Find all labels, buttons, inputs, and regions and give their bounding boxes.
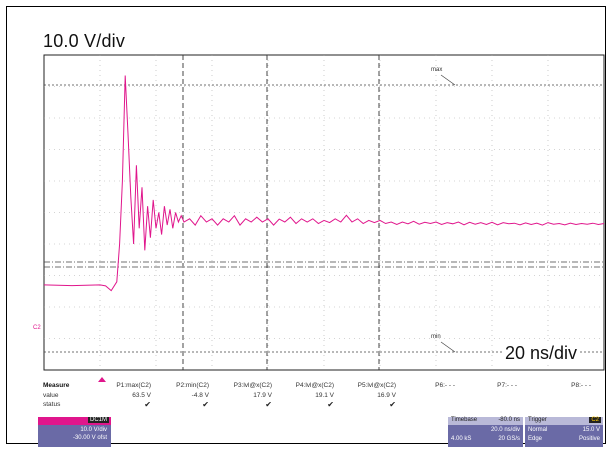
timebase-scale: 20.0 ns/div xyxy=(490,427,520,433)
timebase-samples: 4.00 kS xyxy=(451,436,472,442)
timebase-rate: 20 GS/s xyxy=(498,436,520,442)
measure-status-label: status xyxy=(43,401,61,408)
trigger-slope: Positive xyxy=(578,436,600,442)
param-name: P2:min(C2) xyxy=(176,382,209,389)
status-check-icon: ✔ xyxy=(327,400,334,409)
status-check-icon: ✔ xyxy=(389,400,396,409)
measure-param-p3[interactable]: P3:lvl@x(C2) 17.9 V ✔ xyxy=(227,381,272,409)
measure-param-p1[interactable]: P1:max(C2) 63.5 V ✔ xyxy=(111,381,151,409)
param-value: 19.1 V xyxy=(315,391,334,399)
coupling-tag: DC1M xyxy=(87,417,109,423)
param-name: P6:- - - xyxy=(435,382,455,389)
trigger-descriptor-box[interactable]: Trigger C2 Normal 15.0 V Edge Positive xyxy=(525,417,603,447)
min-label-leader xyxy=(440,341,456,353)
param-value: 17.9 V xyxy=(253,391,272,399)
status-check-icon: ✔ xyxy=(265,400,272,409)
channel-offset: -30.00 V ofst xyxy=(72,435,107,441)
channel-scale: 10.0 V/div xyxy=(80,427,107,433)
trigger-type: Edge xyxy=(528,436,543,442)
timebase-row-2: 4.00 kS 20 GS/s xyxy=(451,436,520,444)
measure-param-p4[interactable]: P4:lvl@x(C2) 19.1 V ✔ xyxy=(289,381,334,409)
volts-per-div-annotation: 10.0 V/div xyxy=(43,31,126,51)
param-name: P8:- - - xyxy=(571,382,591,389)
param-name: P4:lvl@x(C2) xyxy=(295,382,334,389)
measure-param-p2[interactable]: P2:min(C2) -4.8 V ✔ xyxy=(169,381,209,409)
waveform-plot xyxy=(43,54,605,382)
param-value: 63.5 V xyxy=(132,391,151,399)
measure-param-p8[interactable]: P8:- - - xyxy=(561,381,591,391)
measure-value-label: value xyxy=(43,391,59,399)
timebase-row-1: 20.0 ns/div xyxy=(451,427,520,435)
channel-descriptor-box[interactable]: DC1M 10.0 V/div -30.00 V ofst xyxy=(38,417,111,447)
trigger-channel-tag: C2 xyxy=(589,417,601,423)
time-per-div-annotation: 20 ns/div xyxy=(503,343,580,364)
trigger-title: Trigger xyxy=(528,417,547,423)
measure-row-labels: Measure value status xyxy=(43,381,69,410)
param-name: P1:max(C2) xyxy=(116,382,151,389)
trigger-row-1: Normal 15.0 V xyxy=(528,427,600,435)
figure-frame: 10.0 V/div max min C2 20 ns/div Measure … xyxy=(6,6,606,447)
min-cursor-label: min xyxy=(431,334,441,340)
status-check-icon: ✔ xyxy=(202,400,209,409)
measure-param-p7[interactable]: P7:- - - xyxy=(487,381,517,391)
param-name: P3:lvl@x(C2) xyxy=(233,382,272,389)
max-cursor-label: max xyxy=(431,67,443,73)
timebase-header: Timebase -80.0 ns xyxy=(448,417,523,425)
trigger-position-marker xyxy=(98,377,106,382)
trigger-level: 15.0 V xyxy=(582,427,600,433)
timebase-descriptor-box[interactable]: Timebase -80.0 ns 20.0 ns/div 4.00 kS 20… xyxy=(448,417,523,447)
channel-2-trace xyxy=(43,75,605,292)
oscilloscope-screen: max min C2 20 ns/div xyxy=(33,7,611,453)
max-label-leader xyxy=(440,74,456,86)
param-name: P5:lvl@x(C2) xyxy=(357,382,396,389)
trigger-header: Trigger C2 xyxy=(525,417,603,425)
channel-ground-label: C2 xyxy=(33,325,41,331)
channel-header-bar: DC1M xyxy=(38,417,111,425)
timebase-delay: -80.0 ns xyxy=(498,417,520,423)
trigger-mode: Normal xyxy=(528,427,548,433)
measure-header[interactable]: Measure xyxy=(43,382,70,389)
param-value: 16.9 V xyxy=(377,391,396,399)
param-value: -4.8 V xyxy=(191,391,209,399)
measure-param-p6[interactable]: P6:- - - xyxy=(425,381,455,391)
timebase-title: Timebase xyxy=(451,417,478,423)
param-name: P7:- - - xyxy=(497,382,517,389)
trigger-row-2: Edge Positive xyxy=(528,436,600,444)
measure-param-p5[interactable]: P5:lvl@x(C2) 16.9 V ✔ xyxy=(348,381,396,409)
status-check-icon: ✔ xyxy=(144,400,151,409)
